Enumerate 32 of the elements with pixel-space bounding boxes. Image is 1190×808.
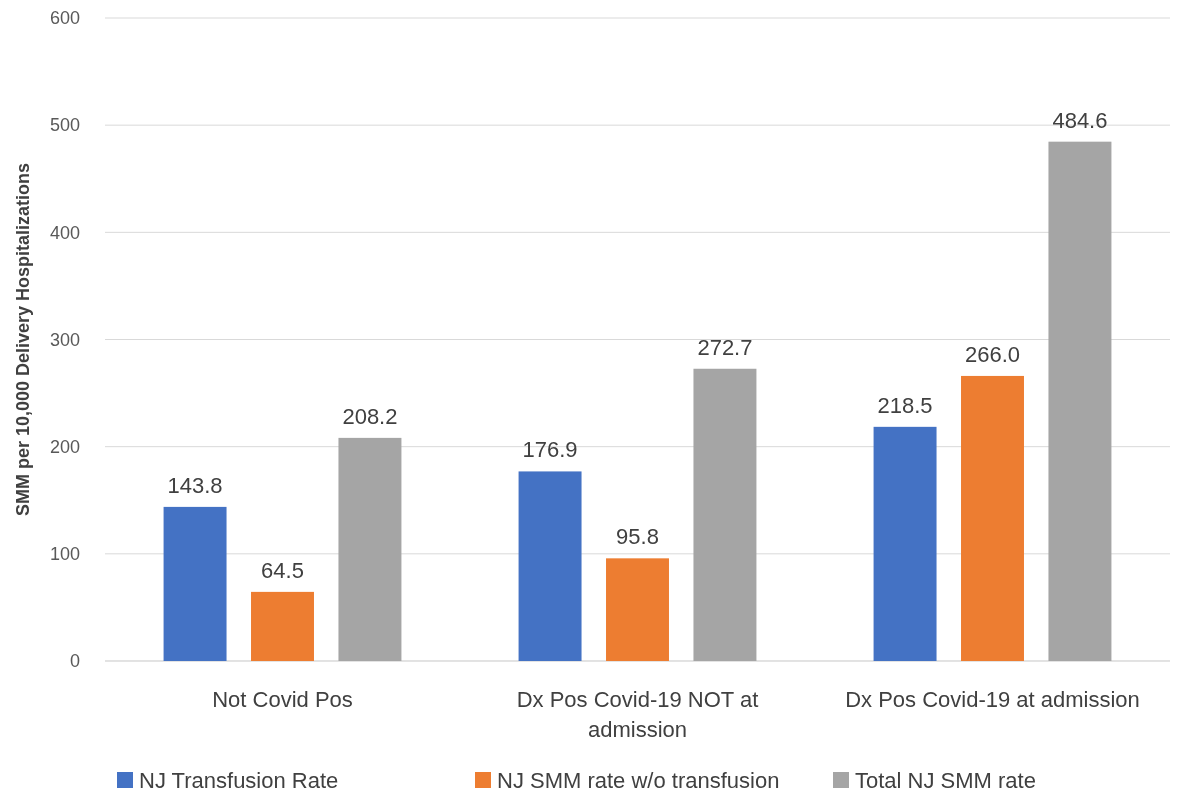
- y-tick-label: 300: [49, 329, 80, 350]
- bar: [1048, 141, 1112, 661]
- bar: [961, 375, 1024, 661]
- x-tick-label: Dx Pos Covid-19 at admission: [845, 687, 1140, 712]
- bar: [163, 506, 227, 661]
- y-tick-label: 200: [49, 436, 80, 457]
- x-tick-label: Not Covid Pos: [212, 687, 353, 712]
- y-tick-label: 100: [49, 544, 80, 565]
- legend-label: NJ SMM rate w/o transfusion: [497, 768, 780, 793]
- data-label: 95.8: [616, 524, 659, 550]
- bar: [873, 426, 937, 661]
- bar: [518, 471, 582, 661]
- legend-label: NJ Transfusion Rate: [139, 768, 339, 793]
- bar: [251, 591, 314, 661]
- bar: [606, 558, 669, 661]
- x-tick-label: Dx Pos Covid-19 NOT at admission: [516, 687, 759, 742]
- data-label: 484.6: [1052, 107, 1108, 133]
- data-label: 64.5: [261, 557, 304, 583]
- data-label: 208.2: [342, 403, 398, 429]
- y-axis-title: SMM per 10,000 Delivery Hospitalizations: [13, 162, 33, 517]
- y-tick-label: 400: [49, 222, 80, 243]
- legend-label: Total NJ SMM rate: [855, 768, 1036, 793]
- y-tick-label: 500: [49, 115, 80, 136]
- y-tick-label: 0: [69, 651, 80, 672]
- data-label: 266.0: [964, 341, 1021, 367]
- data-label: 176.9: [522, 437, 578, 463]
- data-label: 143.8: [167, 472, 223, 498]
- bar: [338, 437, 402, 661]
- y-tick-label: 600: [49, 8, 80, 29]
- data-label: 272.7: [697, 334, 753, 360]
- data-label: 218.5: [877, 392, 933, 418]
- bar: [693, 368, 757, 661]
